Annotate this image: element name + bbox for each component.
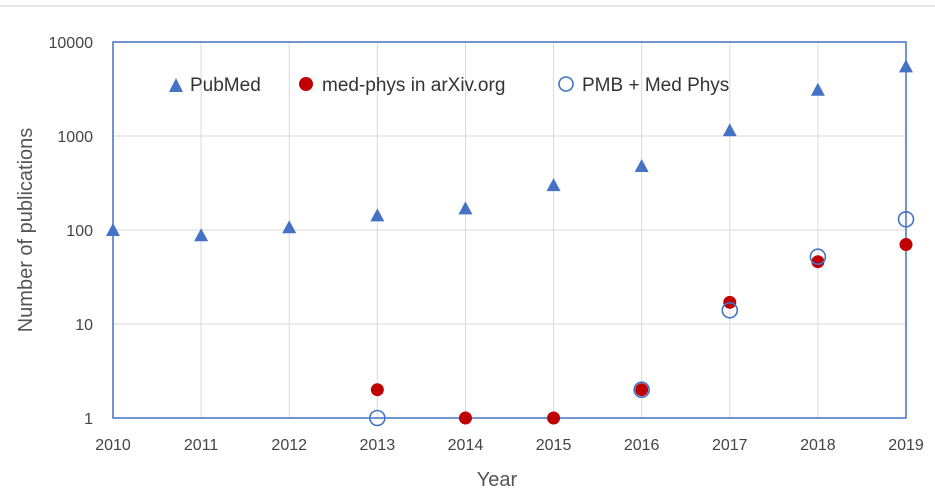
legend-label-pmb: PMB + Med Phys bbox=[582, 75, 729, 96]
arxiv-point bbox=[899, 238, 913, 252]
x-tick-label: 2013 bbox=[360, 437, 396, 454]
y-tick-label: 10 bbox=[75, 317, 93, 334]
legend-filled-circle-icon bbox=[299, 77, 313, 91]
grid bbox=[112, 41, 907, 419]
pubmed-point bbox=[282, 220, 297, 234]
x-tick-label: 2012 bbox=[271, 437, 307, 454]
x-axis-title: Year bbox=[477, 469, 518, 491]
x-tick-label: 2014 bbox=[448, 437, 484, 454]
pubmed-point bbox=[634, 158, 649, 172]
y-tick-label: 100 bbox=[66, 223, 93, 240]
legend-label-pubmed: PubMed bbox=[190, 75, 261, 96]
pmb-medphys-point bbox=[897, 210, 915, 228]
legend-triangle-icon bbox=[169, 78, 183, 92]
arxiv-point bbox=[811, 255, 825, 269]
x-tick-label: 2016 bbox=[624, 437, 660, 454]
legend-label-arxiv: med-phys in arXiv.org bbox=[322, 75, 505, 96]
y-axis-title: Number of publications bbox=[15, 128, 37, 333]
y-tick-label: 1 bbox=[84, 411, 93, 428]
pubmed-point bbox=[458, 201, 473, 215]
x-tick-label: 2010 bbox=[95, 437, 131, 454]
arxiv-point bbox=[547, 411, 561, 425]
x-tick-label: 2011 bbox=[184, 437, 219, 454]
x-axis-ticks: 2010 2011 2012 2013 2014 2015 2016 2017 2018 2019 bbox=[95, 437, 924, 454]
arxiv-point bbox=[370, 383, 384, 397]
legend-item-arxiv: med-phys in arXiv.org bbox=[299, 75, 505, 96]
y-tick-label: 10000 bbox=[49, 35, 94, 52]
pubmed-point bbox=[106, 223, 120, 236]
x-tick-label: 2019 bbox=[888, 437, 924, 454]
pubmed-point bbox=[810, 82, 825, 96]
pubmed-point bbox=[899, 59, 913, 73]
legend-item-pmb: PMB + Med Phys bbox=[558, 75, 729, 96]
arxiv-point bbox=[635, 383, 649, 397]
pubmed-point bbox=[722, 123, 737, 137]
pmb-medphys-point bbox=[633, 381, 650, 399]
y-tick-label: 1000 bbox=[57, 129, 93, 146]
legend-item-pubmed: PubMed bbox=[169, 75, 261, 96]
x-tick-label: 2015 bbox=[536, 437, 572, 454]
pubmed-point bbox=[194, 228, 209, 242]
arxiv-point bbox=[458, 411, 472, 425]
pubmed-point bbox=[370, 208, 385, 222]
legend-open-circle-icon bbox=[558, 76, 574, 92]
pmb-medphys-point bbox=[721, 301, 739, 319]
pmb-medphys-point bbox=[809, 248, 827, 265]
y-axis-ticks: 1 10 100 1000 10000 bbox=[49, 35, 94, 428]
pubmed-point bbox=[546, 178, 561, 192]
x-tick-label: 2018 bbox=[800, 437, 836, 454]
data-points bbox=[106, 59, 915, 427]
pmb-medphys-point bbox=[369, 409, 386, 427]
x-tick-label: 2017 bbox=[712, 437, 748, 454]
legend: PubMed med-phys in arXiv.org PMB + Med P… bbox=[169, 75, 729, 96]
